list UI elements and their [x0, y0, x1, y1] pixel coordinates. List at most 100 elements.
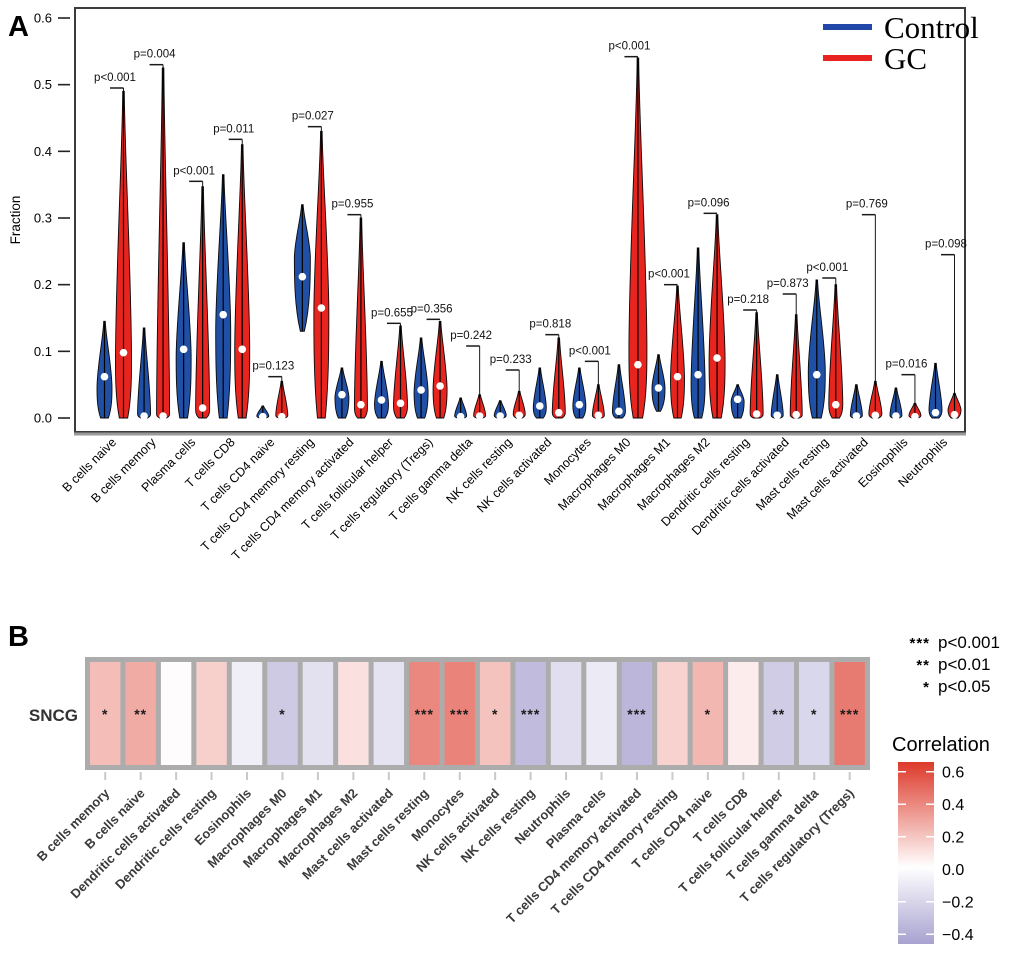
p-value-t-cells-cd8: p=0.011: [213, 123, 254, 135]
median-dot-gc-b-cells-memory: [159, 412, 167, 420]
significance-stars-t-cells-cd4-naive: *: [705, 706, 711, 722]
median-dot-control-macrophages-m1: [654, 384, 663, 392]
median-dot-control-t-cells-cd4-memory-resting: [298, 272, 307, 281]
median-dot-control-b-cells-memory: [140, 412, 148, 420]
p-value-macrophages-m1: p<0.001: [648, 269, 690, 281]
y-axis-tick-label: 0.6: [34, 11, 52, 26]
x-axis-label-t-cells-cd4-naive: T cells CD4 naive: [198, 435, 277, 514]
median-dot-control-neutrophils: [931, 408, 940, 417]
p-value-t-cells-cd4-memory-activated: p=0.955: [331, 199, 373, 211]
heatmap-cell-eosinophils: [231, 662, 263, 765]
x-axis-label-macrophages-m2: Macrophages M2: [635, 435, 713, 513]
median-dot-gc-t-cells-follicular-helper: [396, 399, 405, 408]
significance-stars-b-cells-naive: **: [134, 706, 147, 722]
median-dot-gc-t-cells-cd4-memory-activated: [357, 400, 365, 409]
median-dot-gc-t-cells-cd4-memory-resting: [317, 304, 326, 312]
median-dot-gc-eosinophils: [911, 412, 919, 421]
median-dot-gc-macrophages-m2: [713, 354, 721, 362]
p-value-t-cells-gamma-delta: p=0.242: [450, 330, 492, 342]
heatmap-cell-t-cells-regulatory-tregs: [834, 662, 865, 765]
median-dot-gc-t-cells-regulatory-tregs: [436, 382, 444, 390]
heatmap-cell-mast-cells-activated: [373, 662, 405, 765]
median-dot-gc-mast-cells-resting: [831, 400, 840, 409]
p-value-nk-cells-activated: p=0.818: [529, 319, 571, 331]
median-dot-control-b-cells-naive: [100, 372, 109, 381]
median-dot-control-plasma-cells: [179, 345, 188, 354]
heatmap-cell-b-cells-naive: [125, 662, 156, 765]
median-dot-gc-mast-cells-activated: [871, 411, 880, 420]
median-dot-control-t-cells-cd8: [219, 310, 228, 319]
significance-stars-nk-cells-activated: *: [492, 706, 498, 722]
median-dot-control-dendritic-cells-activated: [773, 411, 782, 420]
median-dot-control-macrophages-m2: [694, 370, 702, 379]
p-value-neutrophils: p=0.098: [925, 239, 967, 251]
p-value-nk-cells-resting: p=0.233: [490, 354, 532, 366]
p-value-b-cells-memory: p=0.004: [134, 49, 176, 61]
heatmap-row-label: SNCG: [29, 706, 78, 725]
x-axis-label-macrophages-m0: Macrophages M0: [555, 435, 633, 513]
heatmap-cell-macrophages-m1: [302, 662, 334, 765]
sig-legend-stars-3: *: [923, 679, 930, 696]
heatmap-cell-dendritic-cells-resting: [196, 662, 227, 765]
colorbar-tick-label: −0.2: [942, 894, 974, 911]
heatmap-cell-plasma-cells: [586, 662, 617, 765]
p-value-b-cells-naive: p<0.001: [94, 72, 136, 84]
p-value-dendritic-cells-resting: p=0.218: [727, 294, 769, 306]
median-dot-control-t-cells-gamma-delta: [456, 412, 465, 421]
heatmap-cell-t-cells-gamma-delta: [799, 662, 830, 765]
significance-stars-nk-cells-resting: ***: [521, 706, 540, 722]
median-dot-control-monocytes: [575, 400, 584, 409]
median-dot-gc-t-cells-cd8: [238, 345, 247, 354]
median-dot-gc-monocytes: [594, 411, 603, 420]
median-dot-gc-macrophages-m1: [673, 372, 682, 381]
median-dot-control-t-cells-cd4-memory-activated: [338, 390, 346, 399]
x-axis-label-macrophages-m1: Macrophages M1: [595, 435, 673, 513]
heatmap-cell-macrophages-m0: [267, 662, 298, 765]
median-dot-gc-nk-cells-activated: [554, 408, 563, 417]
median-dot-gc-nk-cells-resting: [515, 411, 524, 420]
median-dot-gc-neutrophils: [950, 410, 959, 419]
p-value-t-cells-regulatory-tregs: p=0.356: [411, 303, 453, 315]
sig-legend-stars-2: **: [916, 657, 930, 674]
median-dot-gc-t-cells-cd4-naive: [277, 412, 286, 421]
p-value-t-cells-follicular-helper: p=0.655: [371, 307, 413, 319]
panel-a-label: A: [8, 11, 29, 43]
sig-legend-label-3: p<0.05: [938, 677, 990, 696]
panel-a-violin-plot: A Fraction 0.00.10.20.30.40.50.6p<0.001B…: [8, 7, 979, 563]
colorbar-tick-label: 0.2: [942, 829, 964, 846]
p-value-t-cells-cd4-memory-resting: p=0.027: [292, 111, 334, 123]
p-value-plasma-cells: p<0.001: [173, 165, 215, 177]
p-value-macrophages-m0: p<0.001: [608, 41, 650, 53]
p-value-mast-cells-activated: p=0.769: [846, 199, 888, 211]
heatmap-cell-t-cells-follicular-helper: [763, 662, 794, 765]
median-dot-gc-macrophages-m0: [634, 360, 642, 369]
heatmap-cell-macrophages-m2: [338, 662, 369, 765]
sig-legend-label-1: p<0.001: [938, 633, 1000, 652]
median-dot-gc-plasma-cells: [198, 404, 207, 412]
y-axis-tick-label: 0.5: [34, 77, 52, 92]
median-dot-control-nk-cells-resting: [496, 412, 505, 420]
panel-b-heatmap: B SNCG *B cells memory**B cells naiveDen…: [8, 621, 1000, 944]
p-value-mast-cells-resting: p<0.001: [806, 262, 848, 274]
colorbar-ticks: 0.6 0.4 0.2 0.0 −0.2 −0.4: [898, 764, 974, 944]
y-axis-title: Fraction: [8, 196, 23, 245]
median-dot-control-t-cells-cd4-naive: [258, 412, 267, 421]
heatmap-cell-t-cells-cd4-memory-resting: [657, 662, 688, 765]
y-axis-tick-label: 0.4: [34, 144, 52, 159]
median-dot-control-mast-cells-resting: [812, 370, 821, 379]
significance-stars-monocytes: ***: [450, 706, 469, 722]
legend-label-control: Control: [884, 10, 979, 45]
colorbar-tick-label: −0.4: [942, 927, 974, 944]
median-dot-gc-dendritic-cells-resting: [752, 410, 761, 418]
median-dot-control-macrophages-m0: [615, 407, 623, 416]
median-dot-gc-dendritic-cells-activated: [792, 410, 801, 419]
heatmap-cell-monocytes: [444, 662, 475, 765]
p-value-dendritic-cells-activated: p=0.873: [767, 278, 809, 290]
x-axis-label-nk-cells-activated: NK cells activated: [474, 435, 554, 515]
legend: Control GC: [823, 10, 979, 76]
heatmap-cell-t-cells-cd4-memory-activated: [621, 662, 653, 765]
p-value-monocytes: p<0.001: [569, 345, 611, 357]
legend-label-gc: GC: [884, 41, 927, 76]
